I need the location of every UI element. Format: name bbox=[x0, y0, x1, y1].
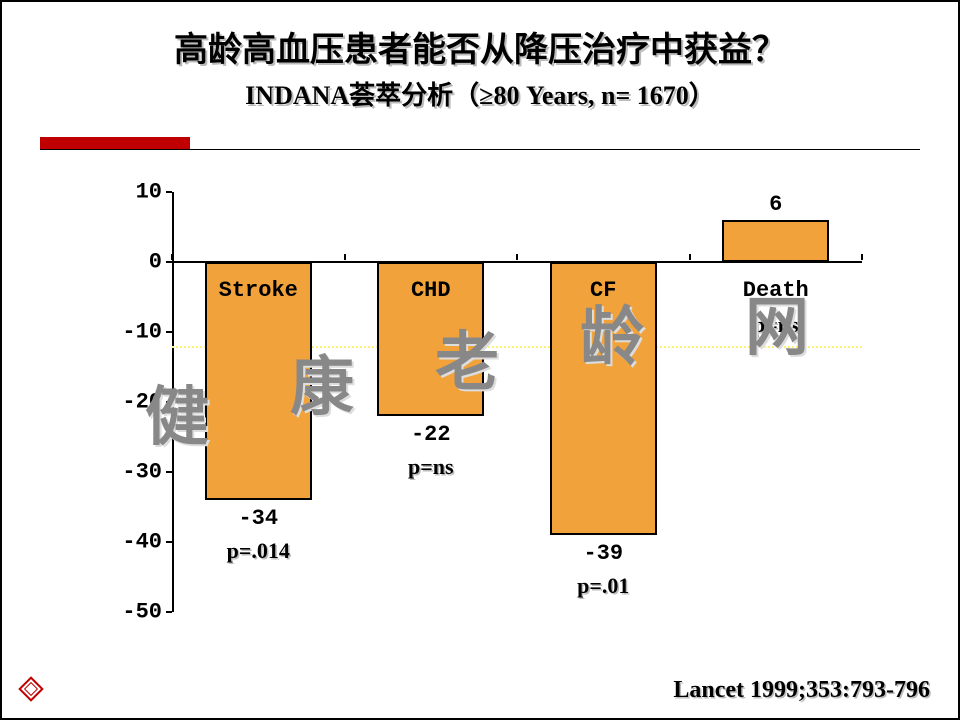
x-tick bbox=[344, 254, 346, 260]
title-sub: INDANA荟萃分析（≥80 Years, n= 1670） bbox=[2, 75, 958, 112]
y-tick-label: 0 bbox=[149, 250, 172, 275]
category-label: CHD bbox=[411, 278, 451, 303]
value-label: 6 bbox=[769, 192, 782, 217]
citation: Lancet 1999;353:793-796 bbox=[673, 677, 930, 704]
value-label: -34 bbox=[238, 506, 278, 531]
x-tick bbox=[516, 254, 518, 260]
chart-bar bbox=[722, 220, 829, 262]
category-label: Stroke bbox=[219, 278, 298, 303]
category-label: CF bbox=[590, 278, 616, 303]
p-value-label: p=.014 bbox=[227, 538, 290, 564]
y-tick-label: -40 bbox=[122, 530, 172, 555]
y-tick-label: -10 bbox=[122, 320, 172, 345]
title-main: 高龄高血压患者能否从降压治疗中获益？ bbox=[2, 22, 958, 71]
accent-bar bbox=[40, 137, 190, 149]
p-value-label: p=.01 bbox=[577, 573, 629, 599]
chart-plot: 100-10-20-30-40-50Stroke-34p=.014CHD-22p… bbox=[172, 192, 862, 612]
y-tick-label: -50 bbox=[122, 600, 172, 625]
chart-area: 10 0 -10 -20 -30 -40 -50 Stroke -34 p=.014 CHD -22 p… bbox=[112, 182, 872, 622]
y-tick-label: 10 bbox=[136, 180, 172, 205]
title-block: 高龄高血压患者能否从降压治疗中获益？ INDANA荟萃分析（≥80 Years,… bbox=[2, 2, 958, 112]
p-value-label: p=ns bbox=[408, 454, 454, 480]
bullet-icon bbox=[18, 676, 43, 701]
value-label: -22 bbox=[411, 422, 451, 447]
value-label: -39 bbox=[583, 541, 623, 566]
y-tick-label: -30 bbox=[122, 460, 172, 485]
y-tick-label: -20 bbox=[122, 390, 172, 415]
p-value-label: p=ns bbox=[753, 312, 799, 338]
x-tick bbox=[689, 254, 691, 260]
accent-line bbox=[40, 149, 920, 150]
x-tick bbox=[171, 254, 173, 260]
x-tick bbox=[861, 254, 863, 260]
category-label: Death bbox=[743, 278, 809, 303]
slide: 高龄高血压患者能否从降压治疗中获益？ INDANA荟萃分析（≥80 Years,… bbox=[0, 0, 960, 720]
